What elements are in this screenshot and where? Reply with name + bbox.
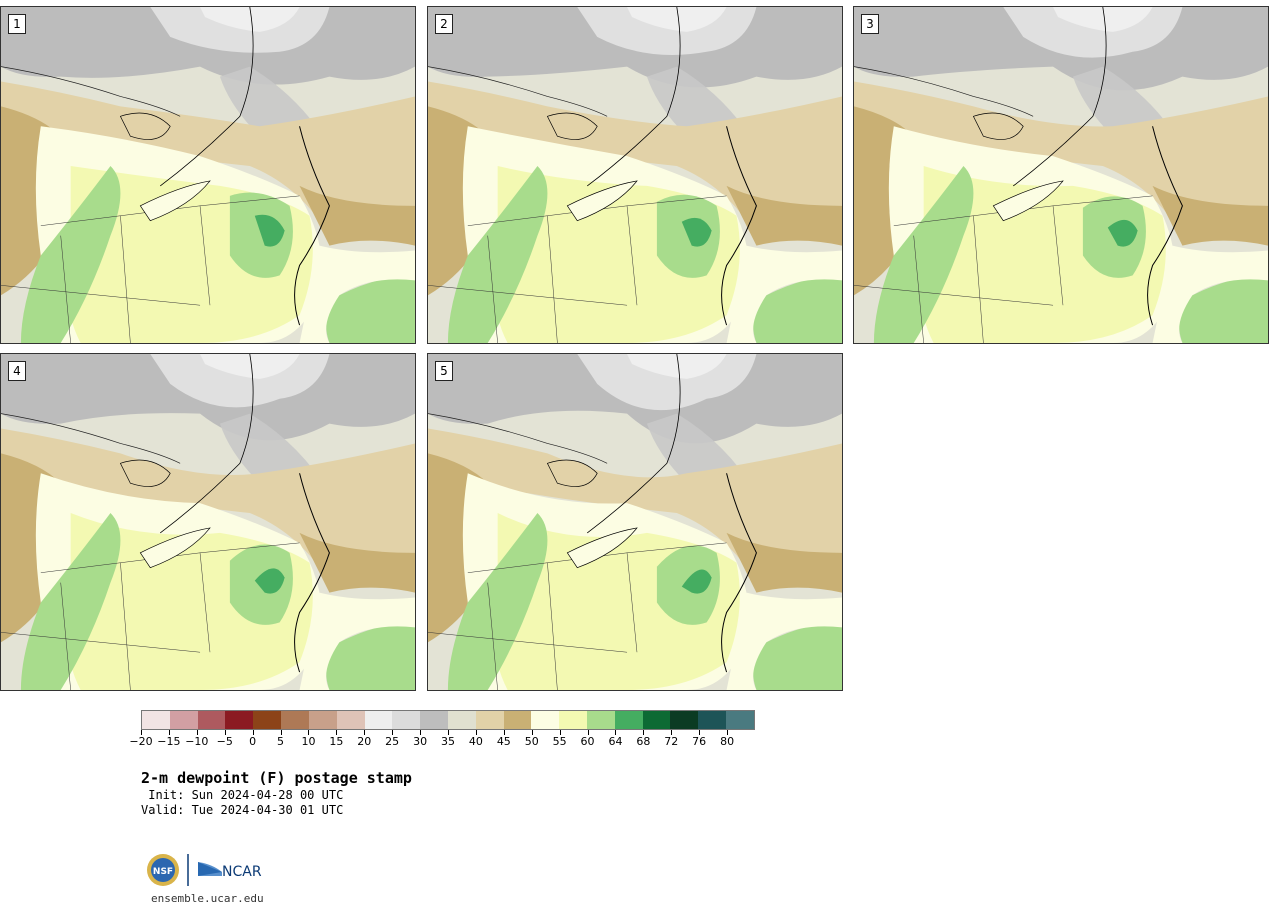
panel-label: 1 (8, 14, 26, 34)
colorbar-tick-label: −10 (185, 735, 209, 748)
colorbar-swatch (253, 711, 282, 729)
colorbar-tick (531, 730, 533, 735)
panel-label: 3 (861, 14, 879, 34)
colorbar-tick-label: 5 (277, 735, 285, 748)
colorbar-tick-label: 64 (608, 735, 623, 748)
colorbar-swatch (698, 711, 727, 729)
colorbar-tick (420, 730, 422, 735)
init-time: Init: Sun 2024-04-28 00 UTC (141, 788, 344, 802)
colorbar-tick-label: 55 (552, 735, 567, 748)
colorbar-swatch (169, 711, 198, 729)
colorbar-swatch (614, 711, 643, 729)
colorbar-tick (196, 730, 198, 735)
colorbar-tick (643, 730, 645, 735)
colorbar-swatch (503, 711, 532, 729)
colorbar-tick (503, 730, 505, 735)
colorbar-tick (615, 730, 617, 735)
colorbar-tick (224, 730, 226, 735)
colorbar-swatch (142, 711, 170, 729)
map-panel-5: 5 (427, 353, 843, 691)
colorbar-swatch (559, 711, 587, 729)
colorbar-swatch (308, 711, 337, 729)
colorbar-tick (141, 730, 142, 735)
colorbar-swatch (670, 711, 699, 729)
colorbar-tick (280, 730, 282, 735)
nsf-ncar-logo: NSF NCAR (147, 854, 262, 886)
colorbar-tick-label: 76 (692, 735, 707, 748)
colorbar-tick-label: 68 (636, 735, 651, 748)
colorbar-swatch (225, 711, 254, 729)
colorbar-tick-label: 30 (413, 735, 428, 748)
map-panel-4: 4 (0, 353, 416, 691)
colorbar-tick (308, 730, 310, 735)
colorbar-tick-label: 25 (385, 735, 400, 748)
ncar-logo-text: NCAR (222, 864, 262, 880)
colorbar-swatch (197, 711, 226, 729)
map-panel-3: 3 (853, 6, 1269, 344)
panel-label: 5 (435, 361, 453, 381)
panel-label: 4 (8, 361, 26, 381)
colorbar-tick (587, 730, 589, 735)
colorbar-tick-label: −5 (216, 735, 233, 748)
colorbar-swatch (336, 711, 365, 729)
colorbar-tick (475, 730, 477, 735)
chart-title: 2-m dewpoint (F) postage stamp (141, 769, 412, 787)
colorbar-swatch (364, 711, 393, 729)
nsf-logo-text: NSF (153, 867, 173, 877)
colorbar-swatch (531, 711, 560, 729)
colorbar-tick-label: −20 (129, 735, 153, 748)
colorbar-tick (392, 730, 394, 735)
colorbar-tick-label: 10 (301, 735, 316, 748)
map-panel-2: 2 (427, 6, 843, 344)
colorbar-tick-label: 35 (441, 735, 455, 748)
colorbar-swatch (726, 711, 754, 729)
colorbar-tick (252, 730, 254, 735)
colorbar-tick-label: 60 (580, 735, 595, 748)
colorbar-tick-label: 80 (720, 735, 735, 748)
colorbar-tick (727, 730, 729, 735)
colorbar-ticks: −20 −15 −10 −5 0 5 10 15 20 25 30 35 40 45 50 55 60 64 68 7… (129, 730, 755, 750)
colorbar-tick (364, 730, 366, 735)
colorbar-tick-label: 0 (249, 735, 257, 748)
panel-label: 2 (435, 14, 453, 34)
colorbar-swatch (420, 711, 448, 729)
colorbar-tick (559, 730, 561, 735)
colorbar-swatch (475, 711, 504, 729)
colorbar-tick-label: 72 (664, 735, 679, 748)
colorbar (141, 710, 755, 730)
map-panel-1: 1 (0, 6, 416, 344)
colorbar-tick (671, 730, 673, 735)
colorbar-tick (168, 730, 170, 735)
colorbar-tick-label: 45 (496, 735, 511, 748)
colorbar-tick-label: 40 (468, 735, 483, 748)
colorbar-tick-label: 50 (524, 735, 539, 748)
site-url: ensemble.ucar.edu (151, 892, 264, 905)
colorbar-swatch (281, 711, 309, 729)
colorbar-swatch (392, 711, 421, 729)
colorbar-swatch (642, 711, 671, 729)
colorbar-tick (336, 730, 338, 735)
colorbar-tick (448, 730, 449, 735)
colorbar-tick-label: 20 (357, 735, 372, 748)
colorbar-tick-label: −15 (157, 735, 181, 748)
colorbar-swatch (447, 711, 476, 729)
colorbar-tick-label: 15 (329, 735, 344, 748)
colorbar-tick (699, 730, 701, 735)
valid-time: Valid: Tue 2024-04-30 01 UTC (141, 803, 344, 817)
colorbar-swatch (587, 711, 615, 729)
